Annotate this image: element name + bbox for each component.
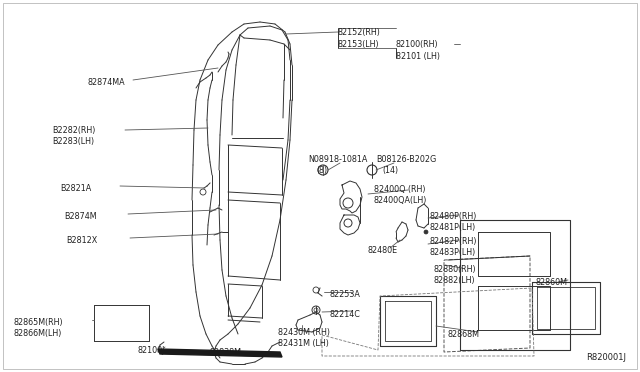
Text: 82400Q (RH): 82400Q (RH)	[374, 185, 426, 194]
Text: 82880(RH): 82880(RH)	[434, 265, 477, 274]
Text: 82480P(RH): 82480P(RH)	[430, 212, 477, 221]
Text: B2282(RH): B2282(RH)	[52, 126, 95, 135]
Text: 82253A: 82253A	[329, 290, 360, 299]
Text: 82860M: 82860M	[535, 278, 567, 287]
Text: (8): (8)	[316, 166, 327, 175]
Text: B2821A: B2821A	[60, 184, 92, 193]
Circle shape	[424, 230, 428, 234]
Text: R820001J: R820001J	[586, 353, 626, 362]
Text: 82838M: 82838M	[210, 348, 242, 357]
Text: 82874MA: 82874MA	[88, 78, 125, 87]
Text: 82214C: 82214C	[330, 310, 361, 319]
Text: 82482P(RH): 82482P(RH)	[430, 237, 477, 246]
Text: 82481P(LH): 82481P(LH)	[430, 223, 476, 232]
Text: 82100(RH): 82100(RH)	[396, 40, 438, 49]
Text: 82483P(LH): 82483P(LH)	[430, 248, 476, 257]
Text: 82431M (LH): 82431M (LH)	[278, 339, 329, 348]
Text: 82152(RH): 82152(RH)	[338, 28, 381, 37]
Text: 82400QA(LH): 82400QA(LH)	[374, 196, 428, 205]
Text: 82868M: 82868M	[448, 330, 480, 339]
Text: B2812X: B2812X	[66, 236, 97, 245]
Text: 82866M(LH): 82866M(LH)	[14, 329, 62, 338]
Polygon shape	[158, 349, 282, 357]
Text: 82865M(RH): 82865M(RH)	[14, 318, 63, 327]
Text: 82100J: 82100J	[138, 346, 165, 355]
Text: 82153(LH): 82153(LH)	[338, 40, 380, 49]
Text: B2283(LH): B2283(LH)	[52, 137, 94, 146]
Text: B08126-B202G: B08126-B202G	[376, 155, 436, 164]
Text: 82480E: 82480E	[367, 246, 397, 255]
Text: (14): (14)	[382, 166, 398, 175]
Text: N08918-1081A: N08918-1081A	[308, 155, 367, 164]
Text: 82430M (RH): 82430M (RH)	[278, 328, 330, 337]
Text: 82101 (LH): 82101 (LH)	[396, 52, 440, 61]
Text: B2874M: B2874M	[64, 212, 97, 221]
Text: 82882(LH): 82882(LH)	[434, 276, 476, 285]
